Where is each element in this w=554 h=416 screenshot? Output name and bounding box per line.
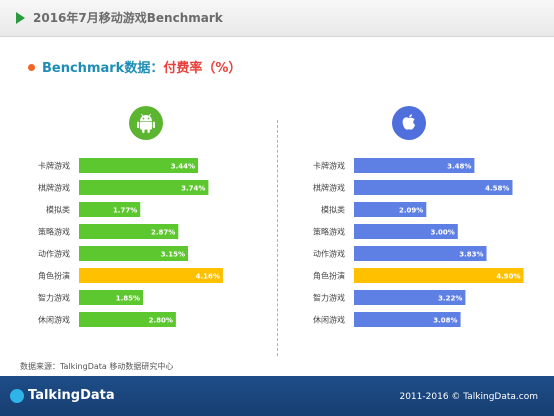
android-category-label: 智力游戏 xyxy=(38,293,70,303)
android-value-label: 4.16% xyxy=(196,273,220,281)
android-bar xyxy=(79,268,223,283)
subtitle-benchmark: Benchmark数据： xyxy=(42,61,164,76)
android-category-label: 模拟类 xyxy=(46,205,70,215)
android-value-label: 1.85% xyxy=(116,295,140,303)
ios-category-label: 策略游戏 xyxy=(313,227,345,237)
center-divider xyxy=(277,120,278,356)
android-category-label: 休闲游戏 xyxy=(38,315,70,325)
ios-bar xyxy=(354,224,458,239)
bullet-dot-icon xyxy=(28,64,35,71)
android-bar xyxy=(79,312,176,327)
footer-logo: TalkingData xyxy=(28,388,115,403)
subtitle-metric: 付费率（%） xyxy=(163,61,242,76)
android-value-label: 1.77% xyxy=(113,207,137,215)
ios-value-label: 3.00% xyxy=(431,229,455,237)
android-category-label: 棋牌游戏 xyxy=(38,183,70,193)
android-bar xyxy=(79,180,209,195)
ios-value-label: 3.83% xyxy=(459,251,483,259)
android-bar xyxy=(79,158,199,173)
ios-category-label: 棋牌游戏 xyxy=(313,183,345,193)
android-bar xyxy=(79,290,144,305)
ios-value-label: 2.09% xyxy=(399,207,423,215)
android-value-label: 2.80% xyxy=(149,317,173,325)
ios-category-label: 角色扮演 xyxy=(313,271,345,281)
footer-bar: TalkingData 2011-2016 © TalkingData.com xyxy=(0,376,554,416)
ios-bar-chart: 卡牌游戏 3.48% 棋牌游戏 4.58% 模拟类 2.09% 策略游戏 3.00% 动作游戏 3… xyxy=(313,158,524,327)
android-bar xyxy=(79,202,141,217)
android-icon xyxy=(129,106,163,140)
ios-category-label: 动作游戏 xyxy=(313,249,345,259)
ios-value-label: 4.90% xyxy=(496,273,520,281)
talkingdata-logo-icon xyxy=(10,389,24,403)
android-value-label: 3.15% xyxy=(161,251,185,259)
ios-value-label: 3.48% xyxy=(447,163,471,171)
android-value-label: 3.74% xyxy=(181,185,205,193)
header-bar: 2016年7月移动游戏Benchmark xyxy=(0,0,554,37)
ios-bar xyxy=(354,246,487,261)
android-category-label: 卡牌游戏 xyxy=(38,161,70,171)
ios-value-label: 3.22% xyxy=(438,295,462,303)
apple-icon xyxy=(392,106,426,140)
ios-bar xyxy=(354,268,524,283)
ios-category-label: 模拟类 xyxy=(321,205,345,215)
ios-bar xyxy=(354,290,466,305)
ios-value-label: 3.08% xyxy=(433,317,457,325)
ios-bar xyxy=(354,202,427,217)
ios-value-label: 4.58% xyxy=(485,185,509,193)
android-bar-chart: 卡牌游戏 3.44% 棋牌游戏 3.74% 模拟类 1.77% 策略游戏 2.87% 动作游戏 3… xyxy=(38,158,223,327)
android-category-label: 角色扮演 xyxy=(38,271,70,281)
footer-copyright: 2011-2016 © TalkingData.com xyxy=(399,392,538,402)
ios-bar xyxy=(354,158,475,173)
ios-category-label: 休闲游戏 xyxy=(313,315,345,325)
ios-category-label: 智力游戏 xyxy=(313,293,345,303)
play-arrow-icon xyxy=(16,12,25,24)
chart-subtitle: Benchmark数据：付费率（%） xyxy=(42,57,241,76)
header-title: 2016年7月移动游戏Benchmark xyxy=(33,11,223,25)
data-source: 数据来源：TalkingData 移动数据研究中心 xyxy=(20,362,174,371)
android-value-label: 3.44% xyxy=(171,163,195,171)
ios-category-label: 卡牌游戏 xyxy=(313,161,345,171)
ios-bar xyxy=(354,312,461,327)
ios-bar xyxy=(354,180,513,195)
android-category-label: 动作游戏 xyxy=(38,249,70,259)
android-category-label: 策略游戏 xyxy=(38,227,70,237)
android-value-label: 2.87% xyxy=(151,229,175,237)
android-bar xyxy=(79,246,188,261)
android-bar xyxy=(79,224,179,239)
